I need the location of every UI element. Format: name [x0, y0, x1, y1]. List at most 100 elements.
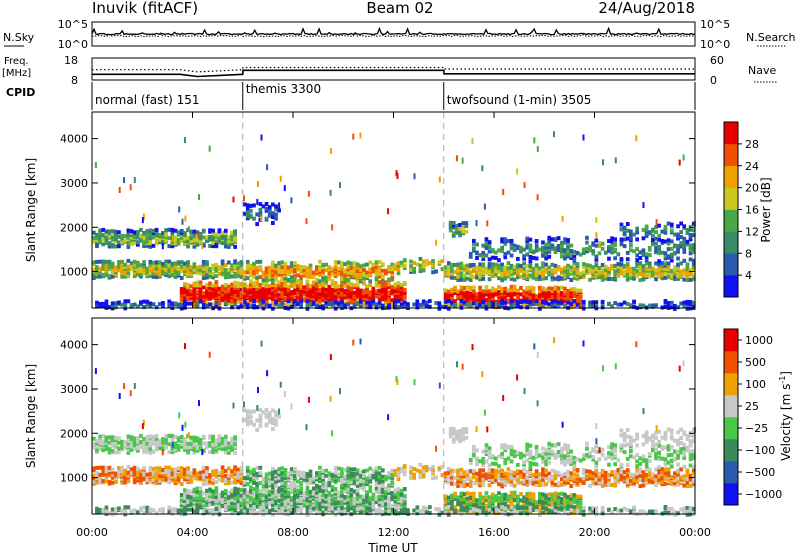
power-cell — [509, 276, 514, 281]
power-cell — [497, 263, 501, 268]
velocity-cell — [192, 442, 197, 447]
velocity-cell — [95, 438, 99, 443]
velocity-cell — [330, 501, 335, 505]
power-cell — [456, 265, 460, 270]
velocity-cell — [261, 493, 266, 498]
velocity-cell — [110, 438, 115, 443]
power-cell — [296, 283, 300, 288]
power-cell — [324, 287, 329, 292]
velocity-cell — [132, 436, 137, 441]
power-cell — [393, 266, 398, 271]
power-cell — [538, 294, 542, 299]
velocity-cell — [393, 491, 398, 496]
power-cell — [114, 265, 118, 270]
velocity-cell — [315, 503, 319, 508]
power-cell — [691, 221, 696, 226]
velocity-cell — [315, 473, 319, 478]
velocity-cell — [214, 480, 219, 484]
power-cell — [192, 286, 197, 291]
velocity-cell — [355, 481, 360, 485]
velocity-cell — [333, 489, 338, 494]
power-cell — [506, 266, 511, 271]
power-cell — [315, 267, 319, 272]
power-cell — [550, 288, 555, 293]
velocity-cell — [283, 492, 288, 496]
power-cell — [544, 252, 548, 257]
power-cell — [278, 202, 281, 209]
power-cell — [233, 235, 237, 240]
power-cell — [500, 292, 504, 297]
velocity-cell — [170, 433, 175, 438]
power-cell — [217, 271, 222, 276]
power-cell — [682, 236, 687, 241]
power-cell — [114, 301, 118, 306]
velocity-cell — [318, 473, 322, 478]
power-cell — [666, 254, 671, 259]
power-cell — [550, 297, 555, 302]
velocity-cell — [396, 490, 401, 495]
velocity-cell — [321, 469, 325, 473]
power-cell — [198, 232, 203, 236]
power-cell — [365, 262, 369, 267]
power-cell — [651, 233, 655, 238]
power-cell — [525, 269, 530, 274]
power-cell — [669, 258, 674, 263]
power-cell — [528, 288, 533, 293]
power-cell — [484, 297, 489, 302]
power-cell — [678, 159, 681, 166]
power-cell — [481, 289, 486, 294]
power-cell — [569, 265, 574, 270]
velocity-cell — [242, 499, 247, 504]
power-cell — [616, 302, 621, 307]
velocity-cell — [192, 438, 197, 443]
power-cell — [446, 299, 451, 303]
velocity-cell — [164, 470, 168, 474]
power-cell — [402, 266, 407, 271]
power-cell — [346, 281, 351, 286]
power-cell — [461, 221, 465, 226]
velocity-cell — [352, 489, 357, 494]
power-cell — [465, 285, 470, 290]
power-cell — [101, 266, 106, 271]
velocity-cell — [198, 445, 203, 450]
power-cell — [264, 216, 269, 221]
power-cell — [126, 241, 131, 246]
velocity-cell — [132, 477, 137, 482]
velocity-cell — [107, 468, 112, 473]
power-cell — [337, 284, 341, 289]
power-cell — [355, 262, 360, 267]
velocity-cell — [377, 486, 382, 491]
velocity-cell — [318, 489, 322, 494]
power-cell — [233, 238, 237, 243]
power-cell — [622, 230, 627, 235]
velocity-cell — [390, 496, 395, 501]
velocity-cell — [161, 477, 165, 482]
power-cell — [566, 263, 570, 268]
power-cell — [151, 243, 156, 248]
power-cell — [629, 266, 633, 271]
velocity-cell — [227, 475, 231, 480]
power-cell — [227, 289, 231, 294]
power-cell — [566, 271, 570, 276]
power-cell — [465, 298, 470, 303]
power-cell — [547, 294, 552, 299]
power-cell — [547, 238, 552, 243]
velocity-cell — [308, 475, 313, 480]
power-cell — [110, 269, 115, 274]
power-cell — [355, 265, 360, 270]
power-cell — [280, 300, 285, 305]
velocity-cell — [227, 499, 231, 504]
power-cell — [330, 295, 335, 299]
power-cell — [663, 224, 668, 229]
velocity-cell — [205, 481, 209, 486]
power-cell — [267, 275, 272, 280]
velocity-cell — [220, 440, 225, 445]
velocity-cell — [311, 488, 316, 493]
power-cell — [299, 281, 303, 285]
velocity-cell — [145, 445, 150, 450]
velocity-cell — [271, 472, 275, 476]
power-cell — [104, 259, 109, 264]
power-cell — [528, 295, 533, 300]
power-cell — [673, 306, 677, 311]
power-cell — [252, 269, 256, 274]
